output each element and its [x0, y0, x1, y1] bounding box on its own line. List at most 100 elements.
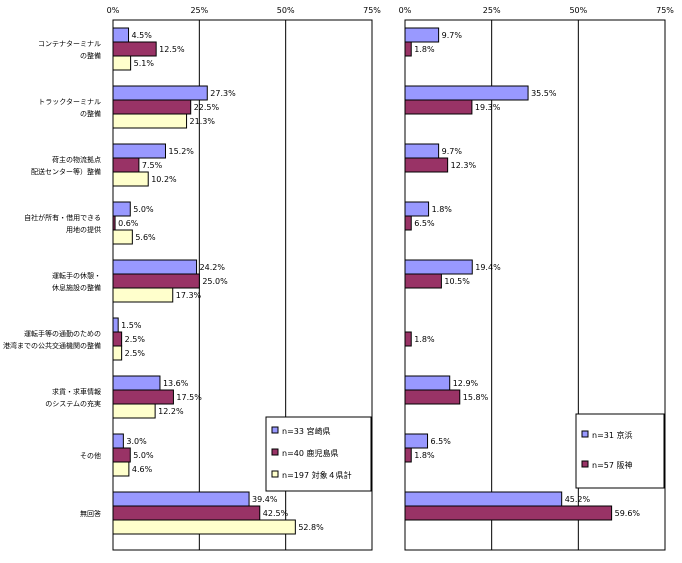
- bar: [404, 85, 529, 101]
- bar: [404, 433, 429, 449]
- bar: [112, 229, 133, 245]
- data-label: 35.5%: [531, 89, 557, 98]
- bar: [112, 85, 208, 101]
- x-tick-label: 75%: [363, 6, 381, 15]
- data-label: 1.8%: [414, 45, 435, 54]
- bar: [112, 331, 123, 347]
- data-label: 1.5%: [121, 321, 142, 330]
- bar: [112, 519, 296, 535]
- data-label: 5.1%: [134, 59, 155, 68]
- data-label: 12.3%: [451, 161, 477, 170]
- data-label: 22.5%: [194, 103, 220, 112]
- bar: [404, 201, 430, 217]
- legend-label: n=31 京浜: [592, 430, 633, 440]
- bar: [404, 331, 412, 347]
- data-label: 21.3%: [190, 117, 216, 126]
- data-label: 6.5%: [414, 219, 435, 228]
- data-label: 5.0%: [133, 205, 154, 214]
- bar: [112, 433, 124, 449]
- bar: [112, 403, 156, 419]
- data-label: 2.5%: [125, 349, 146, 358]
- data-label: 9.7%: [442, 147, 463, 156]
- data-label: 24.2%: [200, 263, 226, 272]
- data-label: 6.5%: [431, 437, 452, 446]
- bar: [404, 273, 442, 289]
- category-label: の整備: [80, 109, 101, 118]
- bar: [404, 27, 440, 43]
- data-label: 10.2%: [151, 175, 177, 184]
- bar: [112, 55, 132, 71]
- category-label: のシステムの充実: [45, 399, 101, 408]
- data-label: 45.2%: [565, 495, 591, 504]
- bar: [404, 143, 440, 159]
- data-label: 39.4%: [252, 495, 278, 504]
- bar: [404, 389, 461, 405]
- category-label: 運転手等の通勤のための: [24, 329, 101, 338]
- data-label: 42.5%: [263, 509, 289, 518]
- data-label: 5.0%: [133, 451, 154, 460]
- category-label: 無回答: [80, 509, 101, 518]
- data-label: 3.0%: [126, 437, 147, 446]
- legend-label: n=57 阪神: [592, 460, 633, 470]
- x-tick-label: 75%: [656, 6, 674, 15]
- bar: [112, 389, 174, 405]
- data-label: 2.5%: [125, 335, 146, 344]
- bar: [112, 143, 166, 159]
- bar: [404, 41, 412, 57]
- data-label: 59.6%: [615, 509, 641, 518]
- bar: [112, 201, 131, 217]
- bar: [112, 345, 123, 361]
- chart-panel-2: 0% 25% 50% 75% 9.7% 1.8% 35.5% 19.3% 9.7% 12.3% 1.…: [399, 6, 674, 551]
- x-tick-label: 50%: [569, 6, 587, 15]
- bar: [112, 375, 161, 391]
- bar: [112, 99, 192, 115]
- bar: [404, 491, 563, 507]
- data-label: 17.5%: [176, 393, 202, 402]
- chart-panel-1: 0% 25% 50% 75%コンテナターミナルの整備トラックターミナルの整備荷主の物流…: [3, 6, 381, 551]
- data-label: 12.9%: [453, 379, 479, 388]
- bar: [404, 505, 613, 521]
- legend: n=33 宮崎県 n=40 鹿児島県 n=197 対象４県計: [265, 416, 372, 492]
- category-label: 用地の提供: [66, 225, 101, 234]
- bar: [404, 215, 412, 231]
- bar: [112, 113, 188, 129]
- bar: [112, 259, 198, 275]
- bar: [112, 287, 174, 303]
- category-label: トラックターミナル: [38, 97, 101, 106]
- bar: [112, 447, 131, 463]
- data-label: 19.3%: [475, 103, 501, 112]
- data-label: 9.7%: [442, 31, 463, 40]
- legend-box: [265, 416, 372, 492]
- legend-swatch: [271, 470, 279, 478]
- x-tick-label: 0%: [107, 6, 120, 15]
- bar: [112, 461, 130, 477]
- legend-box: [575, 413, 665, 489]
- x-tick-label: 0%: [399, 6, 412, 15]
- category-label: 求貨・求車情報: [52, 387, 101, 396]
- legend-swatch: [581, 430, 589, 438]
- bar: [112, 41, 157, 57]
- bar: [404, 447, 412, 463]
- category-label: その他: [80, 451, 101, 460]
- data-label: 1.8%: [414, 451, 435, 460]
- x-tick-label: 50%: [277, 6, 295, 15]
- legend-swatch: [581, 460, 589, 468]
- data-label: 25.0%: [202, 277, 228, 286]
- data-label: 10.5%: [444, 277, 470, 286]
- bar: [112, 317, 119, 333]
- bar: [112, 505, 261, 521]
- bar: [112, 491, 250, 507]
- category-label: 運転手の休憩・: [52, 271, 101, 280]
- bar: [404, 259, 473, 275]
- data-label: 52.8%: [298, 523, 324, 532]
- data-label: 1.8%: [432, 205, 453, 214]
- legend-label: n=197 対象４県計: [282, 470, 352, 480]
- category-label: 自社が所有・借用できる: [24, 213, 101, 222]
- bar: [404, 375, 451, 391]
- category-label: コンテナターミナル: [38, 39, 101, 48]
- bar: [112, 273, 200, 289]
- data-label: 17.3%: [176, 291, 202, 300]
- legend-swatch: [271, 426, 279, 434]
- category-label: 休息施設の整備: [52, 283, 101, 292]
